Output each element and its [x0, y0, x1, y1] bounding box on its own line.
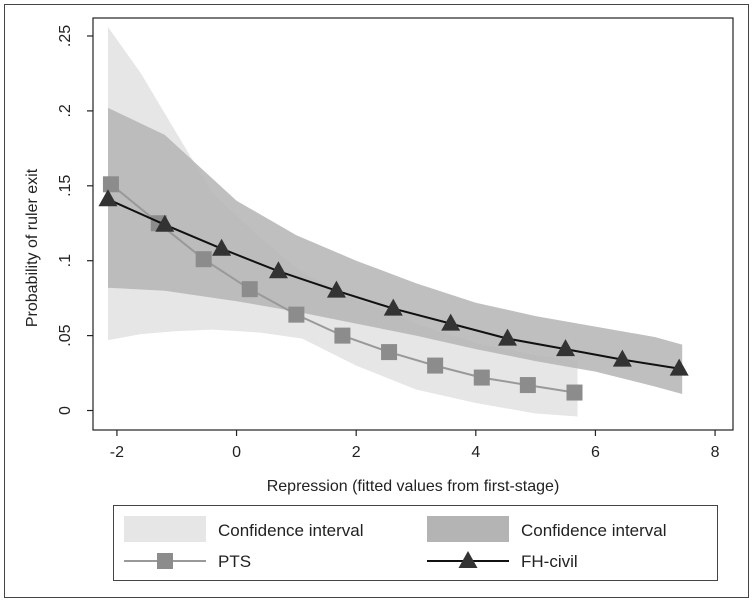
marker-pts — [566, 384, 583, 401]
legend-box — [113, 505, 718, 581]
plot-frame — [92, 17, 734, 431]
y-tick-label: .1 — [57, 254, 74, 267]
legend-marker-pts — [157, 553, 173, 569]
x-tick-label: 2 — [352, 444, 361, 461]
marker-fh-civil — [498, 328, 518, 346]
marker-fh-civil — [155, 214, 175, 232]
marker-fh-civil — [441, 313, 461, 331]
axes: -2 0 2 4 6 8 0 .05 .1 .15 .2 .25 — [57, 17, 734, 461]
marker-fh-civil — [383, 298, 403, 316]
marker-fh-civil — [268, 261, 288, 279]
marker-fh-civil — [669, 358, 689, 376]
marker-pts — [519, 377, 536, 394]
y-tick-label: .15 — [57, 175, 74, 197]
confidence-band-pts — [108, 27, 578, 417]
legend: Confidence interval Confidence interval … — [113, 505, 718, 581]
confidence-band-fh-civil — [108, 107, 683, 395]
marker-pts — [381, 344, 398, 361]
marker-pts — [473, 369, 490, 386]
marker-fh-civil — [612, 349, 632, 367]
marker-pts — [195, 251, 212, 268]
legend-marker-fh — [458, 551, 478, 568]
legend-swatch-fh-ci — [427, 516, 509, 542]
x-tick-label: 8 — [711, 444, 720, 461]
marker-pts — [427, 357, 444, 374]
x-tick-label: 4 — [471, 444, 480, 461]
marker-fh-civil — [212, 238, 232, 256]
x-tick-label: 6 — [591, 444, 600, 461]
marker-pts — [288, 306, 305, 323]
legend-label-fh: FH-civil — [521, 552, 578, 571]
legend-label-pts-ci: Confidence interval — [218, 521, 364, 540]
x-axis-label: Repression (fitted values from first-sta… — [267, 478, 560, 495]
marker-fh-civil — [326, 280, 346, 298]
y-tick-label: 0 — [57, 406, 74, 415]
marker-pts — [334, 327, 351, 344]
y-tick-label: .2 — [57, 104, 74, 117]
marker-pts — [241, 281, 258, 298]
legend-label-fh-ci: Confidence interval — [521, 521, 667, 540]
marker-pts — [102, 176, 119, 193]
y-tick-label: .25 — [57, 25, 74, 47]
marker-fh-civil — [98, 189, 118, 207]
y-axis-label: Probability of ruler exit — [24, 168, 41, 327]
x-tick-label: 0 — [232, 444, 241, 461]
plot-area — [98, 27, 689, 417]
y-tick-label: .05 — [57, 324, 74, 346]
marker-fh-civil — [556, 339, 576, 357]
x-tick-label: -2 — [110, 444, 124, 461]
legend-label-pts: PTS — [218, 552, 251, 571]
legend-swatch-pts-ci — [124, 516, 206, 542]
